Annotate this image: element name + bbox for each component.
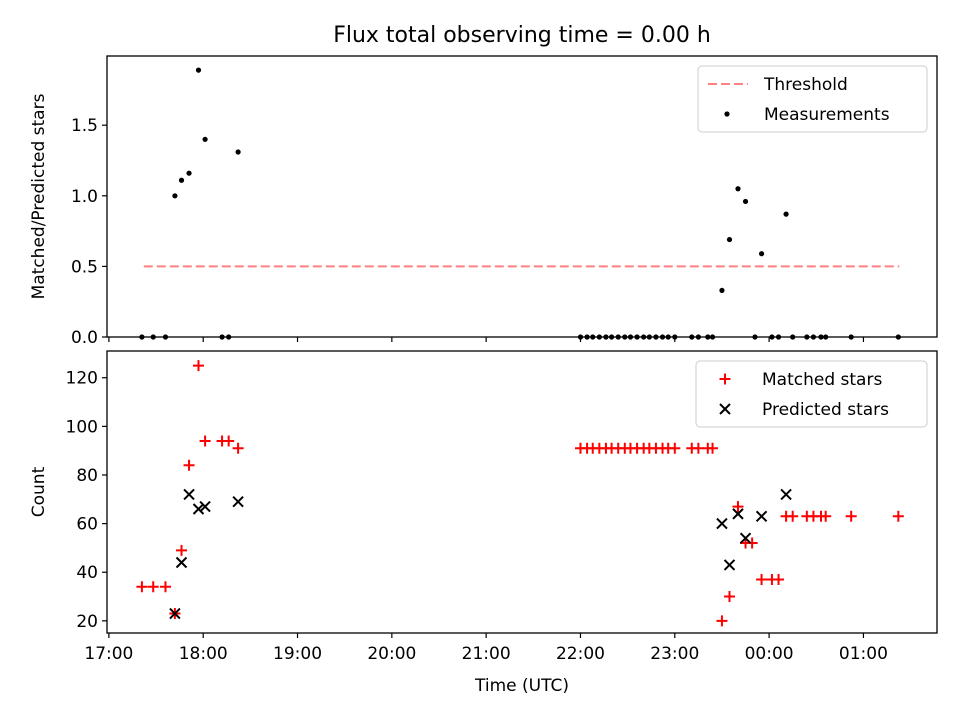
data-point [723, 559, 736, 571]
y-axis-label: Matched/Predicted stars [29, 93, 49, 299]
legend-marker [719, 403, 731, 415]
data-point [773, 574, 785, 586]
data-point [756, 574, 768, 586]
x-tick-label: 23:00 [650, 644, 699, 664]
legend-box [697, 65, 928, 133]
legend-marker [719, 373, 731, 385]
legend: Threshold Measurements [697, 65, 928, 133]
data-point [192, 360, 204, 372]
data-point [192, 503, 205, 515]
data-point [780, 488, 792, 501]
data-point [735, 186, 741, 192]
legend-box [695, 360, 928, 428]
data-point [199, 435, 211, 447]
y-tick-label: 1.0 [71, 187, 98, 207]
x-tick-label: 17:00 [84, 644, 133, 664]
y-tick-label: 100 [66, 417, 98, 437]
legend-label: Threshold [763, 75, 848, 95]
legend-label: Predicted stars [762, 400, 889, 420]
data-point [726, 236, 733, 243]
data-point [147, 581, 159, 593]
y-tick-label: 40 [76, 563, 98, 583]
data-point [669, 442, 681, 454]
y-tick-label: 0.0 [71, 328, 98, 348]
data-point [178, 177, 185, 183]
data-point [787, 510, 799, 522]
axes-frame [106, 55, 938, 338]
legend: Matched stars Predicted stars [695, 360, 928, 428]
x-tick-label: 21:00 [462, 644, 511, 664]
x-tick-label: 19:00 [273, 644, 322, 664]
data-point [692, 442, 704, 454]
data-point [719, 287, 725, 294]
data-point [235, 149, 241, 155]
data-point [232, 442, 244, 454]
x-tick-label: 00:00 [745, 644, 794, 664]
x-tick-label: 18:00 [179, 644, 228, 664]
data-point [758, 251, 765, 257]
data-point [892, 510, 904, 522]
data-point [755, 510, 768, 523]
legend-label: Measurements [764, 105, 890, 125]
y-tick-label: 0.5 [71, 257, 98, 277]
data-point [746, 537, 758, 549]
data-point [136, 581, 148, 593]
data-point [739, 532, 752, 544]
axes-frame [106, 350, 938, 634]
x-axis-label: Time (UTC) [474, 676, 569, 696]
data-point [202, 136, 208, 142]
legend-label: Matched stars [762, 370, 882, 390]
data-point [175, 556, 188, 569]
x-tick-label: 20:00 [367, 644, 416, 664]
data-point [724, 591, 735, 603]
data-point [195, 67, 202, 73]
data-point [716, 615, 728, 627]
y-tick-label: 80 [76, 466, 98, 486]
data-point [742, 198, 749, 205]
counts-panel: 20 40 60 80 100 120 17:00 18:00 19:00 20:00 21:00 2… [29, 350, 938, 696]
data-point [169, 607, 181, 620]
data-point [223, 435, 235, 447]
data-point [159, 581, 171, 593]
chart-title: Flux total observing time = 0.00 h [333, 23, 711, 48]
data-point [716, 517, 728, 530]
data-point [845, 510, 857, 522]
y-tick-label: 20 [76, 612, 98, 632]
data-point [707, 442, 719, 454]
data-point [183, 459, 195, 471]
data-point [176, 544, 188, 556]
flux-ratio-panel: 0.0 0.5 1.0 1.5 Matched/Predicted stars Thres… [29, 55, 938, 348]
data-point [732, 501, 744, 513]
x-tick-label: 01:00 [839, 644, 888, 664]
data-point [199, 500, 211, 513]
data-point [232, 496, 244, 508]
data-point [732, 508, 744, 520]
y-tick-label: 120 [66, 369, 98, 389]
data-point [820, 510, 832, 522]
y-tick-label: 60 [76, 515, 98, 535]
y-axis-label: Count [29, 466, 49, 517]
x-tick-label: 22:00 [556, 644, 605, 664]
data-point [183, 488, 195, 501]
data-point [783, 211, 789, 217]
legend-marker [724, 111, 730, 117]
data-point [186, 170, 192, 176]
data-point [172, 193, 178, 199]
y-tick-label: 1.5 [71, 116, 98, 136]
